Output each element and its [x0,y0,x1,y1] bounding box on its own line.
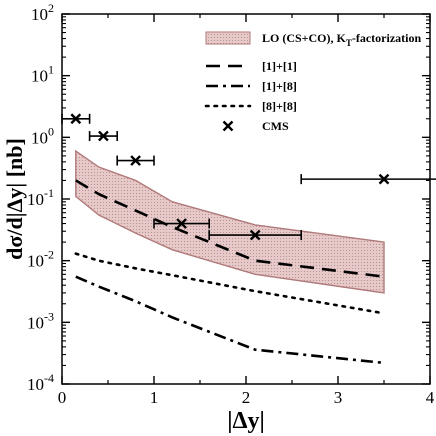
y-tick-exponent: -1 [44,186,54,200]
marker-b-4 [249,229,261,241]
data-point-0 [61,113,91,125]
y-tick-exponent: 2 [48,1,54,15]
legend: LO (CS+CO), KT-factorization [1]+[1] [1]+[… [204,31,421,133]
y-tick-label-2: 10-2 [27,248,54,271]
legend-label-series-2: [8]+[8] [262,99,297,113]
data-point-4 [208,229,303,241]
y-tick-label-4: 100 [31,124,54,147]
x-axis-label: |Δy| [227,408,265,434]
series-line-2 [74,252,386,315]
marker-b-5 [378,173,390,185]
legend-band-sub: T [346,38,352,48]
points-layer [61,113,436,241]
series-line-1 [75,275,385,365]
data-point-3 [153,218,210,229]
y-tick-exponent: -3 [44,309,54,323]
legend-band-name: LO (CS+CO), K [262,31,347,45]
y-tick-label-5: 101 [31,63,54,86]
y-tick-base: 10 [31,67,48,86]
y-tick-exponent: -2 [44,248,54,262]
legend-label-cms: CMS [262,119,289,133]
y-tick-exponent: 1 [48,63,54,77]
y-tick-base: 10 [31,5,48,24]
band-area [75,149,385,294]
legend-swatch-band [205,31,251,45]
marker-b-3 [176,218,187,229]
y-tick-exponent: 0 [48,124,54,138]
legend-label-series-1: [1]+[8] [262,79,297,93]
band-layer [75,149,385,294]
y-axis-label: dσ/d|Δy| [nb] [2,138,27,260]
y-tick-exponent: -4 [44,371,54,385]
legend-band-suffix: -factorization [352,31,422,45]
y-tick-base: 10 [31,128,48,147]
series-line-0 [75,179,385,278]
x-tick-label-2: 2 [242,388,251,407]
legend-label-series-0: [1]+[1] [262,59,297,73]
y-tick-label-3: 10-1 [27,186,54,209]
x-tick-label-0: 0 [58,388,67,407]
marker-b-1 [98,130,109,142]
ticks-layer [61,13,431,385]
data-point-1 [88,130,118,142]
x-tick-label-1: 1 [150,388,159,407]
x-tick-label-4: 4 [426,388,435,407]
y-tick-label-0: 10-4 [27,371,54,394]
x-tick-label-3: 3 [334,388,343,407]
y-tick-base: 10 [27,190,44,209]
data-point-2 [116,155,155,166]
series-layer [74,179,386,365]
y-tick-base: 10 [27,313,44,332]
legend-swatch-cms-b [222,120,234,132]
legend-label-band: LO (CS+CO), KT-factorization [262,31,421,48]
marker-b-0 [70,113,82,125]
marker-b-2 [130,155,141,166]
y-tick-label-6: 102 [31,1,54,24]
y-tick-label-1: 10-3 [27,309,54,332]
y-tick-base: 10 [27,252,44,271]
data-point-5 [300,173,436,185]
y-tick-base: 10 [27,375,44,394]
